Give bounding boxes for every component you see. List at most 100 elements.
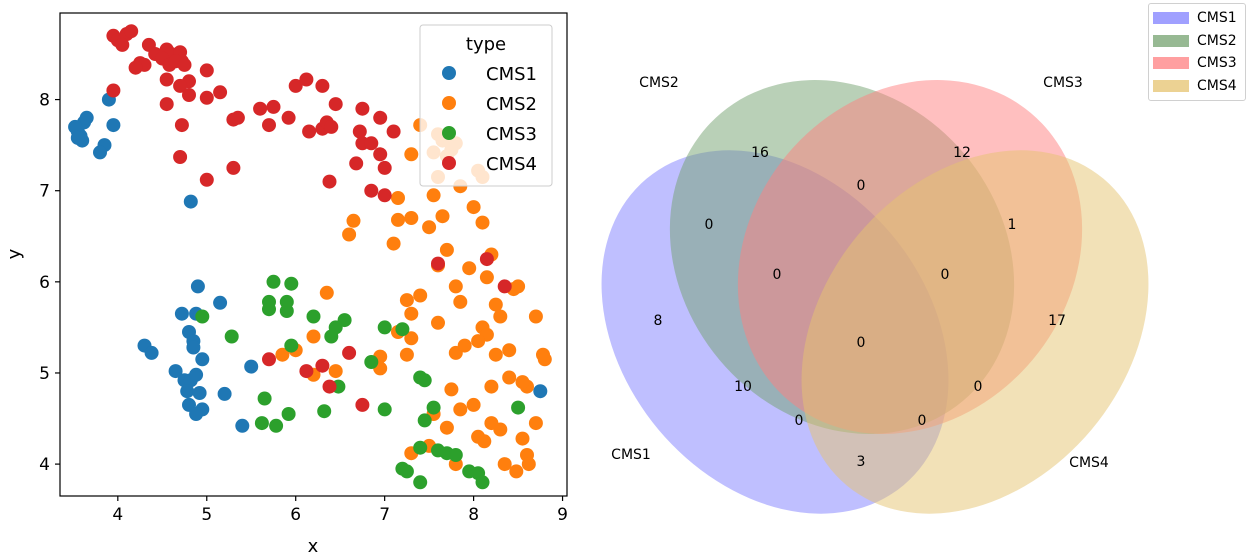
legend-label-cms2: CMS2 [486,94,537,115]
venn-ellipses [601,80,1149,514]
point-cms1 [174,306,189,321]
point-cms2 [475,215,490,230]
venn-legend-label: CMS2 [1197,32,1237,49]
legend-marker-cms1 [442,66,456,80]
legend-marker-cms2 [442,96,456,110]
point-cms2 [413,288,428,303]
point-cms3 [284,338,299,353]
point-cms4 [431,256,445,271]
point-cms2 [444,382,459,397]
venn-legend-item-cms3: CMS3 [1153,52,1245,75]
point-cms4 [199,172,214,187]
point-cms3 [266,274,281,289]
point-cms4 [182,88,196,102]
point-cms4 [199,90,214,105]
legend-marker-cms3 [442,126,456,140]
point-cms2 [528,309,543,324]
legend-label-cms4: CMS4 [486,154,537,175]
point-cms4 [322,174,337,189]
point-cms4 [377,188,392,203]
scatter-plot: 4 5 6 7 8 9 4 5 6 7 8 x y type CMS1 CMS2 CMS3 CMS4 [4,12,568,557]
point-cms2 [521,457,536,472]
venn-legend-item-cms2: CMS2 [1153,30,1245,53]
point-cms4 [226,160,241,175]
point-cms4 [128,60,143,75]
point-cms3 [306,309,321,324]
venn-region-cms1: 8 [654,313,663,329]
point-cms3 [284,276,299,291]
y-axis-label: y [4,248,25,259]
venn-legend-label: CMS3 [1197,55,1237,72]
x-tick-label: 8 [468,505,479,525]
point-cms4 [173,78,188,93]
point-cms1 [68,119,83,134]
point-cms2 [346,213,361,228]
x-axis-ticks: 4 5 6 7 8 9 [112,496,568,525]
point-cms4 [281,110,296,125]
point-cms4 [373,110,388,125]
point-cms4 [266,99,281,114]
point-cms2 [319,285,334,300]
point-cms1 [192,386,207,400]
point-cms4 [349,156,364,171]
point-cms3 [279,304,294,318]
y-tick-label: 4 [39,455,50,475]
x-axis-label: x [308,536,319,557]
point-cms2 [477,434,492,449]
point-cms3 [254,416,269,431]
legend-box [419,24,553,187]
venn-region-cms3: 12 [953,145,971,161]
point-cms4 [174,118,189,133]
point-cms3 [413,440,428,455]
point-cms3 [317,404,332,419]
point-cms4 [159,97,174,112]
point-cms2 [466,200,481,215]
point-cms3 [281,407,296,421]
venn-region-cms2-cms3-cms4: 0 [941,267,950,283]
point-cms2 [422,220,437,235]
venn-set-labels: CMS1 CMS2 CMS3 CMS4 [611,75,1109,471]
point-cms2 [404,147,419,162]
y-tick-label: 5 [39,364,50,384]
venn-ellipse-cms4 [801,150,1149,514]
point-cms2 [399,293,414,308]
venn-set-label-cms1: CMS1 [611,447,651,463]
point-cms2 [493,309,508,324]
venn-set-label-cms4: CMS4 [1069,455,1109,471]
point-cms1 [189,367,204,382]
x-tick-label: 4 [112,505,123,525]
point-cms3 [257,391,272,406]
point-cms4 [253,101,268,116]
point-cms2 [435,209,450,224]
point-cms4 [377,160,392,175]
point-cms1 [70,130,85,145]
point-cms3 [377,320,392,335]
venn-legend-swatch [1153,79,1189,92]
point-cms2 [528,416,543,431]
point-cms3 [324,329,339,344]
y-tick-label: 8 [39,91,50,111]
point-cms2 [515,375,530,390]
point-cms3 [195,309,210,324]
point-cms3 [417,413,432,428]
point-cms4 [386,124,401,139]
point-cms2 [391,191,405,205]
point-cms3 [475,475,490,490]
venn-region-cms1-cms2-cms4: 0 [918,413,927,429]
scatter-frame [59,12,568,497]
point-cms3 [377,402,392,417]
point-cms4 [288,78,303,93]
point-cms1 [190,279,205,294]
point-cms1 [533,384,548,399]
point-cms1 [189,407,204,421]
point-cms2 [386,236,401,251]
point-cms2 [471,334,486,349]
point-cms4 [352,124,367,139]
venn-legend-swatch [1153,57,1189,70]
point-cms4 [177,57,192,72]
point-cms1 [79,110,94,125]
point-cms2 [488,347,503,362]
point-cms2 [439,420,454,435]
point-cms4 [299,72,314,87]
point-cms2 [515,431,530,446]
